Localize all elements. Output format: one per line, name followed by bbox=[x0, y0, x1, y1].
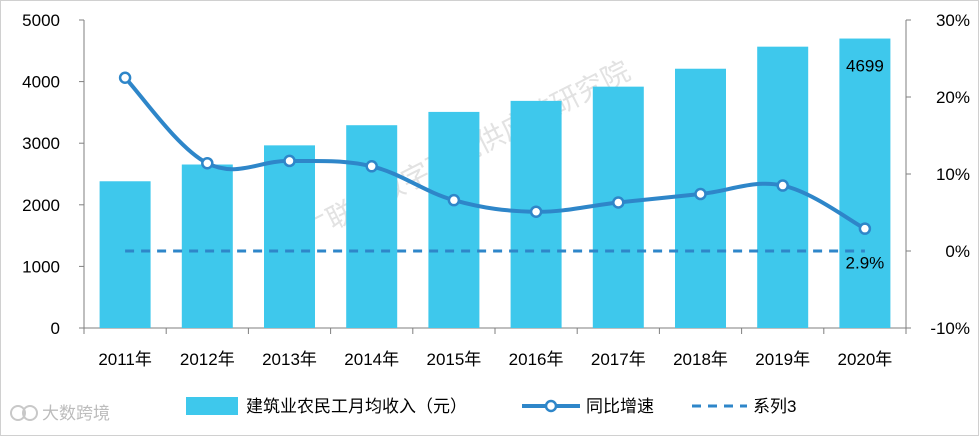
bar-1 bbox=[99, 181, 151, 328]
x-tick-label: 2017年 bbox=[591, 350, 646, 369]
growth-rate-point-9 bbox=[776, 179, 789, 192]
growth-rate-line bbox=[123, 75, 867, 231]
growth-rate-point-1 bbox=[118, 71, 132, 84]
left-tick-label: 1000 bbox=[22, 257, 60, 276]
growth-rate-point-2 bbox=[201, 156, 214, 170]
bar-2 bbox=[181, 164, 233, 328]
x-tick-label: 2013年 bbox=[262, 350, 317, 369]
left-tick-label: 5000 bbox=[22, 11, 60, 30]
bar-10 bbox=[839, 38, 891, 329]
x-tick-label: 2018年 bbox=[673, 350, 728, 369]
legend-label-growth: 同比增速 bbox=[586, 397, 654, 416]
growth-rate-point-10 bbox=[858, 222, 872, 235]
data-label-growth: 2.9% bbox=[846, 254, 885, 273]
bar-5 bbox=[428, 111, 480, 329]
x-tick-label: 2015年 bbox=[426, 350, 481, 369]
left-tick-label: 4000 bbox=[22, 73, 60, 92]
legend-swatch-income bbox=[186, 397, 238, 415]
growth-rate-point-3 bbox=[283, 154, 296, 168]
bar-3 bbox=[264, 145, 315, 328]
right-tick-label: 10% bbox=[936, 165, 970, 184]
growth-rate-point-8 bbox=[694, 187, 707, 201]
right-tick-label: 20% bbox=[936, 88, 970, 107]
left-tick-label: 3000 bbox=[22, 134, 60, 153]
growth-rate-point-7 bbox=[612, 196, 625, 209]
right-tick-label: 30% bbox=[936, 11, 970, 30]
bar-4 bbox=[346, 125, 398, 328]
left-tick-label: 2000 bbox=[22, 196, 60, 215]
x-tick-label: 2011年 bbox=[98, 350, 152, 369]
growth-rate-point-5 bbox=[447, 193, 461, 207]
right-tick-label: 0% bbox=[945, 242, 970, 261]
legend-label-series3: 系列3 bbox=[753, 397, 796, 416]
x-tick-label: 2020年 bbox=[837, 350, 892, 369]
x-tick-label: 2012年 bbox=[180, 350, 235, 369]
x-tick-label: 2016年 bbox=[509, 350, 564, 369]
growth-rate-point-6 bbox=[529, 205, 543, 218]
brand-text: 大数跨境 bbox=[42, 404, 110, 424]
right-tick-label: -10% bbox=[930, 319, 970, 338]
growth-rate-point-4 bbox=[365, 160, 378, 173]
brand-logo-icon bbox=[10, 405, 26, 421]
x-tick-label: 2014年 bbox=[344, 350, 399, 369]
x-tick-label: 2019年 bbox=[755, 350, 810, 369]
data-label-income: 4699 bbox=[846, 57, 884, 76]
brand-logo-icon-2 bbox=[22, 405, 38, 421]
legend-label-income: 建筑业农民工月均收入（元） bbox=[246, 397, 467, 416]
legend-swatch-growth-marker bbox=[544, 399, 558, 413]
left-tick-label: 0 bbox=[51, 319, 60, 338]
